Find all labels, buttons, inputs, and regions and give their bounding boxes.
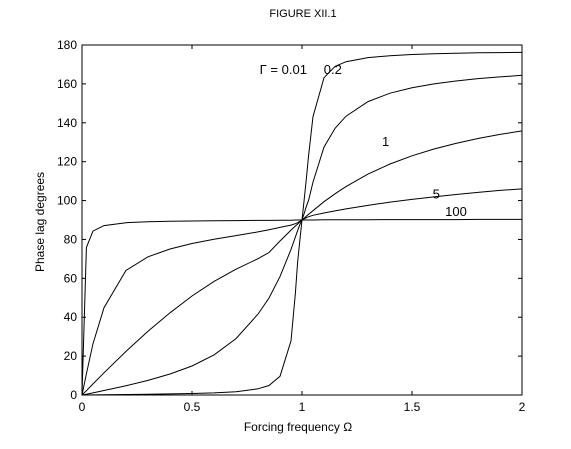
y-tick-label: 140 (57, 116, 77, 130)
x-axis: 0 0.5 1 1.5 2 (79, 45, 526, 414)
x-tick-label: 1 (299, 400, 306, 414)
y-tick-label: 160 (57, 77, 77, 91)
x-tick-label: 0.5 (184, 400, 201, 414)
y-axis: 0 20 40 60 80 100 120 140 160 180 (57, 38, 522, 402)
curves (81, 51, 523, 396)
curve-label: Γ = 0.01 (260, 62, 307, 77)
y-tick-label: 120 (57, 155, 77, 169)
y-tick-label: 0 (70, 388, 77, 402)
series-line-gamma-0-2 (81, 74, 523, 396)
series-line-gamma-1 (81, 130, 523, 396)
y-axis-label: Phase lag degrees (33, 172, 47, 272)
curve-labels: Γ = 0.01 0.2 1 5 100 (260, 62, 467, 219)
curve-label: 0.2 (324, 62, 342, 77)
y-tick-label: 180 (57, 38, 77, 52)
series-line-gamma-5 (81, 188, 523, 396)
curve-label: 5 (433, 187, 440, 202)
y-tick-label: 60 (64, 271, 78, 285)
curve-label: 100 (445, 204, 467, 219)
series-line-gamma-0-01 (82, 51, 523, 396)
y-tick-label: 40 (64, 310, 78, 324)
x-axis-label: Forcing frequency Ω (244, 420, 352, 434)
x-tick-label: 2 (519, 400, 526, 414)
x-tick-label: 1.5 (404, 400, 421, 414)
y-tick-label: 100 (57, 194, 77, 208)
curve-label: 1 (382, 134, 389, 149)
series-line-gamma-100 (81, 218, 522, 396)
chart-title: FIGURE XII.1 (269, 8, 336, 20)
x-tick-label: 0 (79, 400, 86, 414)
y-tick-label: 20 (64, 349, 78, 363)
y-tick-label: 80 (64, 232, 78, 246)
